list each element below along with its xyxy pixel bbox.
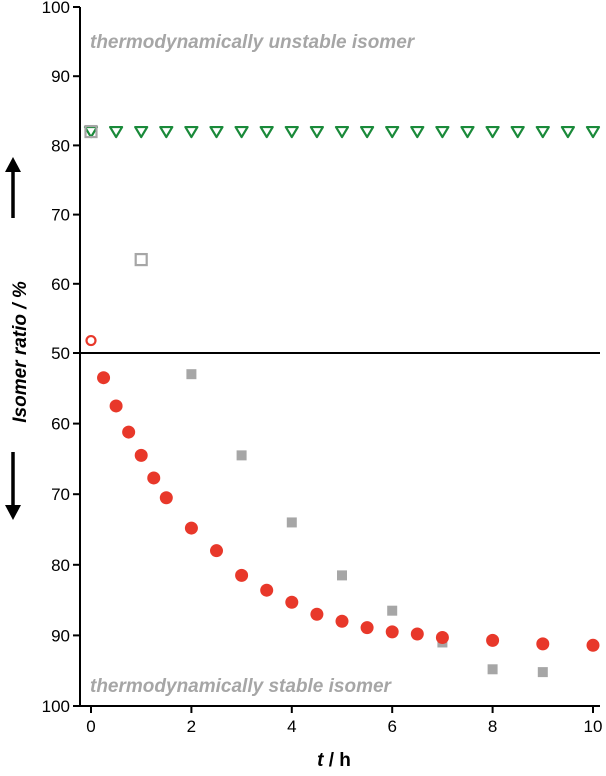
green-triangles-open-point-20 — [585, 125, 601, 139]
red-circles-filled-point-18 — [536, 637, 550, 651]
red-circles-filled-point-4 — [147, 471, 161, 485]
red-circles-filled-point-6 — [184, 521, 198, 535]
green-triangles-open-point-5 — [209, 125, 224, 139]
y-tick-label-top-70: 70 — [51, 206, 70, 225]
grey-squares-filled-point-1 — [236, 450, 247, 461]
y-tick-label-bottom-80: 80 — [51, 556, 70, 575]
red-circles-filled-point-3 — [134, 448, 148, 462]
x-axis-title: t / h — [317, 750, 351, 771]
red-circles-filled-point-5 — [159, 491, 173, 505]
x-axis-title-var: t — [317, 750, 324, 771]
green-triangles-open-point-8 — [284, 125, 299, 139]
grey-squares-filled-point-2 — [286, 517, 297, 528]
green-triangles-open-point-14 — [435, 125, 450, 139]
red-circle-open-point-0 — [85, 334, 97, 347]
y-tick-label-top-90: 90 — [51, 67, 70, 86]
green-triangles-open-point-1 — [108, 125, 124, 139]
grey-squares-open-point-1 — [134, 252, 148, 267]
x-tick-label-0: 0 — [86, 717, 95, 736]
green-triangles-open-point-17 — [510, 125, 525, 139]
annotation-unstable-isomer: thermodynamically unstable isomer — [90, 32, 416, 53]
grey-squares-open-point-0 — [84, 124, 98, 139]
green-triangles-open-point-3 — [159, 125, 174, 139]
red-circles-filled-point-15 — [410, 627, 424, 641]
green-triangles-open-point-0 — [83, 125, 99, 139]
green-triangles-open-point-7 — [259, 125, 274, 139]
red-circles-filled-point-17 — [486, 633, 500, 647]
y-tick-label-top-50: 50 — [51, 344, 70, 363]
annotation-stable-isomer: thermodynamically stable isomer — [90, 676, 393, 697]
grey-squares-filled-point-6 — [487, 664, 498, 675]
green-triangles-open-point-11 — [360, 125, 375, 139]
data-marks — [83, 124, 601, 678]
y-tick-label-bottom-100: 100 — [42, 697, 70, 716]
green-triangles-open-point-19 — [560, 125, 576, 139]
green-triangles-open-point-10 — [334, 125, 350, 139]
x-tick-label-2: 2 — [187, 717, 196, 736]
green-triangles-open-point-6 — [234, 125, 249, 139]
red-circles-filled-point-8 — [235, 568, 249, 582]
green-triangles-open-point-16 — [485, 125, 500, 139]
y-tick-label-bottom-90: 90 — [51, 626, 70, 645]
x-tick-label-8: 8 — [488, 717, 497, 736]
red-circles-filled-point-12 — [335, 614, 349, 628]
red-circles-filled-point-10 — [285, 595, 299, 609]
green-triangles-open-point-4 — [184, 125, 199, 139]
red-circles-filled-point-11 — [310, 607, 324, 621]
y-tick-label-top-80: 80 — [51, 136, 70, 155]
grey-squares-filled-point-4 — [387, 605, 398, 616]
green-triangles-open-point-18 — [535, 125, 550, 139]
green-triangles-open-point-13 — [410, 125, 425, 139]
y-tick-label-top-60: 60 — [51, 275, 70, 294]
red-circles-filled-point-2 — [122, 425, 136, 439]
axes: 50 60 70 80 90 100 60 70 80 90 100 0 2 4 6 8 10 — [42, 0, 603, 736]
y-axis-title: Isomer ratio / % — [10, 281, 31, 423]
red-circles-filled-point-9 — [260, 583, 274, 597]
red-circles-filled-point-16 — [435, 631, 449, 645]
red-circles-filled-point-19 — [586, 638, 600, 652]
y-axis-title-group: Isomer ratio / % — [5, 157, 31, 520]
x-axis-title-unit: / h — [323, 750, 350, 771]
red-circles-filled-point-1 — [109, 399, 123, 413]
red-circles-filled-point-7 — [210, 544, 223, 558]
green-triangles-open-point-2 — [134, 125, 149, 139]
arrow-up-head — [5, 157, 21, 172]
y-tick-label-bottom-60: 60 — [51, 415, 70, 434]
x-tick-label-4: 4 — [287, 717, 296, 736]
x-tick-label-10: 10 — [584, 717, 603, 736]
green-triangles-open-point-12 — [385, 125, 400, 139]
x-tick-label-6: 6 — [387, 717, 396, 736]
grey-squares-filled-point-0 — [186, 369, 197, 380]
red-circles-filled-point-0 — [97, 371, 111, 385]
red-circles-filled-point-14 — [385, 625, 399, 639]
arrow-down-head — [5, 505, 21, 520]
grey-squares-filled-point-7 — [537, 667, 548, 678]
y-tick-label-top-100: 100 — [42, 0, 70, 17]
green-triangles-open-point-9 — [309, 125, 324, 139]
green-triangles-open-point-15 — [460, 125, 475, 139]
y-tick-label-bottom-70: 70 — [51, 485, 70, 504]
red-circles-filled-point-13 — [360, 621, 374, 635]
grey-squares-filled-point-3 — [337, 570, 347, 581]
